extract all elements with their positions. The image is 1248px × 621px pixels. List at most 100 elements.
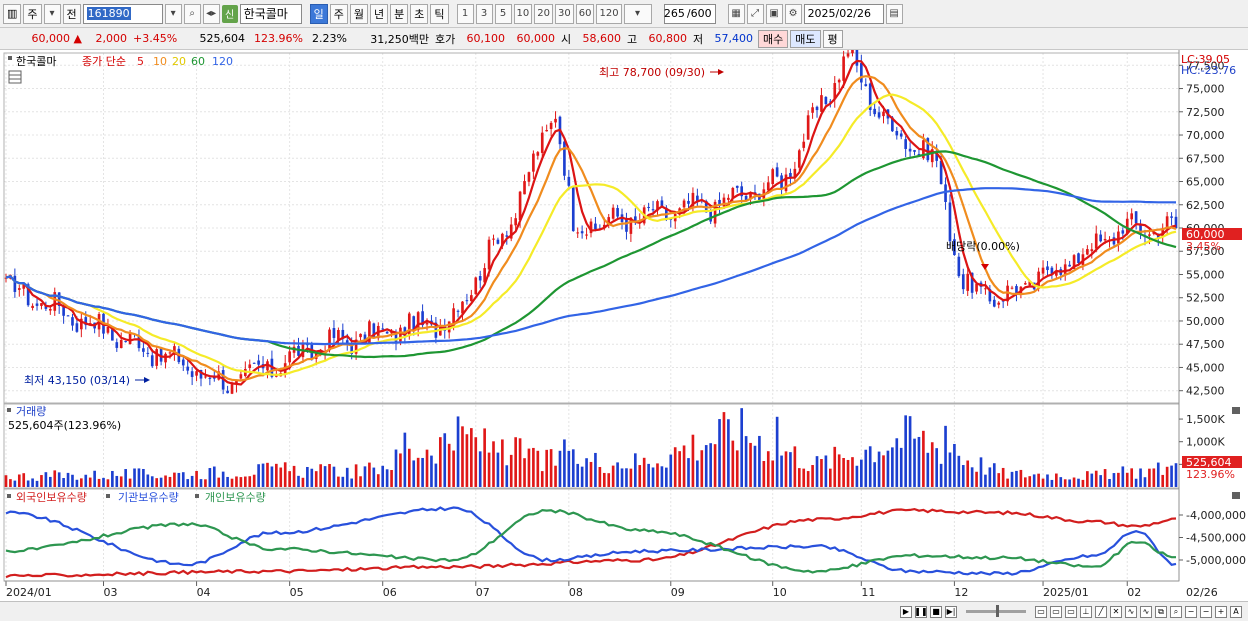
y-tick-label: 77,500 (1186, 59, 1225, 72)
interval-5[interactable]: 5 (494, 3, 512, 24)
eval-button[interactable]: 평 (822, 29, 843, 48)
period-label: 틱 (434, 7, 445, 21)
volume-bar (718, 419, 721, 487)
period-tick[interactable]: 틱 (430, 3, 449, 24)
holding-panel-close-icon[interactable] (1232, 492, 1240, 499)
minus-icon[interactable]: − (1200, 605, 1212, 618)
pause-icon[interactable]: ❚❚ (914, 605, 928, 618)
high-arrow-head (718, 69, 724, 75)
table-icon[interactable] (8, 70, 22, 84)
cross-icon[interactable]: ✕ (1110, 605, 1122, 618)
volume-bar (554, 465, 557, 487)
sell-button[interactable]: 매도 (790, 29, 821, 48)
volume-bar (828, 468, 832, 487)
stop-icon[interactable]: ■ (930, 605, 942, 618)
volume-panel-handle-icon[interactable] (7, 408, 11, 412)
font-icon[interactable]: A (1230, 605, 1242, 618)
speaker-icon[interactable]: ◂▸ (202, 3, 220, 24)
code-dropdown-icon[interactable]: ▾ (164, 3, 182, 24)
layout2-icon[interactable]: ▭ (1050, 605, 1062, 618)
holding-legend-inst: 기관보유수량 (118, 491, 179, 504)
play-icon[interactable]: ▶ (900, 605, 912, 618)
draw-icon[interactable]: ⤢ (746, 3, 764, 24)
layout-icon[interactable]: ▥ (3, 3, 22, 24)
bottom-bar: ▶ ❚❚ ■ ▶| ▭ ▭ ▭ ⊥ ╱ ✕ ∿ ∿ ⧉ ⌕ − − + A (0, 601, 1248, 621)
prev-label: 전 (66, 7, 77, 21)
candle-body (155, 349, 159, 366)
end-icon[interactable]: ▶| (945, 605, 957, 618)
search-icon[interactable]: ⌕ (183, 3, 201, 24)
candle-body (88, 323, 92, 325)
count-input[interactable]: 265/600 (663, 3, 716, 24)
scroll-handle[interactable] (996, 605, 999, 617)
volume-bar (988, 467, 992, 487)
line-tool-icon[interactable]: ╱ (1095, 605, 1107, 618)
layout3-icon[interactable]: ▭ (1065, 605, 1077, 618)
candle-body (328, 329, 331, 351)
zoom-icon[interactable]: ⌕ (1170, 605, 1182, 618)
holding-panel-frame (3, 488, 1180, 582)
volume-panel-close-icon[interactable] (1232, 407, 1240, 414)
chart-area[interactable]: 77,500 75,000 72,500 70,000 67,500 65,000 62,5… (0, 40, 1248, 601)
plus-icon[interactable]: + (1215, 605, 1227, 618)
wave-icon[interactable]: ∿ (1125, 605, 1137, 618)
candle-body (802, 141, 806, 148)
interval-custom-dropdown[interactable]: ▾ (623, 3, 652, 24)
volume-bar (44, 472, 48, 487)
dropdown-icon[interactable]: ▾ (43, 3, 61, 24)
period-day[interactable]: 일 (309, 3, 328, 24)
volume-bar (749, 442, 752, 487)
zoom-out-icon[interactable]: − (1185, 605, 1197, 618)
x-tick-label: 2025/01 (1043, 586, 1089, 599)
layout1-icon[interactable]: ▭ (1035, 605, 1047, 618)
candle-body (48, 308, 52, 311)
gear-icon[interactable]: ⚙ (784, 3, 802, 24)
volume-bar (266, 462, 269, 487)
volume-bar (1170, 465, 1173, 487)
market-button[interactable]: 주 (23, 3, 42, 24)
panel-handle-icon[interactable] (8, 56, 12, 60)
interval-1[interactable]: 1 (456, 3, 474, 24)
date-input[interactable]: 2025/02/26 (803, 3, 884, 24)
volume-bar (1165, 466, 1169, 487)
calendar-icon[interactable]: ▤ (885, 3, 903, 24)
candle-body (576, 232, 580, 234)
volume-bar (563, 439, 566, 487)
interval-3[interactable]: 3 (475, 3, 493, 24)
volume-bar (505, 465, 509, 487)
volume-bar (421, 457, 424, 487)
period-minute[interactable]: 분 (390, 3, 409, 24)
volume-bar (656, 463, 659, 487)
stock-code-input[interactable]: 161890 (82, 3, 163, 24)
volume-bar (292, 465, 296, 487)
chart-tool-icon[interactable]: ▦ (727, 3, 745, 24)
holding-panel-handle-icon[interactable] (7, 494, 11, 498)
scroll-slider[interactable] (966, 605, 1026, 617)
prev-button[interactable]: 전 (62, 3, 81, 24)
period-second[interactable]: 초 (410, 3, 429, 24)
interval-30[interactable]: 30 (555, 3, 574, 24)
period-month[interactable]: 월 (349, 3, 369, 24)
ruler-icon[interactable]: ⊥ (1080, 605, 1092, 618)
candle-body (80, 318, 83, 330)
volume-value: 525,604 (199, 32, 246, 45)
interval-10[interactable]: 10 (513, 3, 533, 24)
copy-icon[interactable]: ⧉ (1155, 605, 1167, 618)
interval-120[interactable]: 120 (596, 3, 622, 24)
candle-body (416, 312, 420, 331)
volume-bar (372, 467, 376, 487)
candle-body (57, 292, 61, 306)
wave2-icon[interactable]: ∿ (1140, 605, 1152, 618)
candle-body (478, 275, 482, 281)
volume-bar (75, 479, 79, 487)
save-icon[interactable]: ▣ (765, 3, 783, 24)
period-week[interactable]: 주 (329, 3, 348, 24)
volume-bar (984, 474, 987, 487)
low-label: 저 (693, 32, 704, 46)
chart-svg[interactable]: 77,500 75,000 72,500 70,000 67,500 65,000 62,5… (0, 40, 1248, 601)
period-year[interactable]: 년 (370, 3, 389, 24)
interval-60[interactable]: 60 (575, 3, 595, 24)
interval-20[interactable]: 20 (534, 3, 553, 24)
volume-bar (642, 457, 646, 487)
buy-button[interactable]: 매수 (758, 29, 789, 48)
